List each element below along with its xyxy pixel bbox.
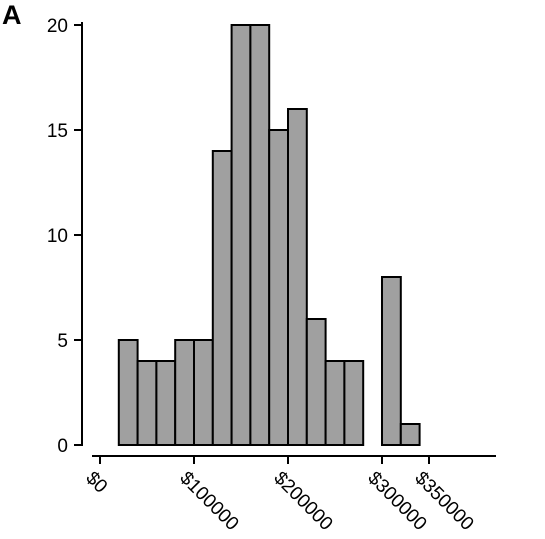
y-tick-label: 10 [47,226,68,247]
histogram-bar-14 [381,276,402,446]
y-ticks-group: 0 5 10 15 20 [47,16,82,457]
histogram-bar-5 [211,150,233,446]
histogram-bar-12 [343,360,365,446]
histogram-bar-7 [249,24,271,446]
histogram-bar-9 [287,108,308,446]
x-tick-label: $200000 [269,468,336,535]
x-tick-label: $0 [81,468,111,498]
histogram-bar-4 [193,339,214,446]
histogram-bar-0 [117,339,139,446]
bars-group [117,24,421,446]
y-tick-label: 5 [57,331,68,352]
histogram-bar-11 [324,360,346,446]
histogram-bar-6 [230,24,252,446]
histogram-bar-15 [399,423,421,446]
histogram-bar-8 [268,129,290,446]
histogram-bar-1 [136,360,158,446]
y-tick-label: 20 [47,16,68,37]
x-tick-label: $100000 [175,468,242,535]
panel-label: A [2,0,22,30]
histogram-bar-2 [155,360,177,446]
y-tick-label: 0 [57,436,68,457]
histogram-bar-10 [305,318,327,446]
histogram-bar-3 [174,339,195,446]
y-tick-label: 15 [47,121,68,142]
x-ticks-group: $0 $100000 $200000 $300000$350000 [81,456,478,535]
